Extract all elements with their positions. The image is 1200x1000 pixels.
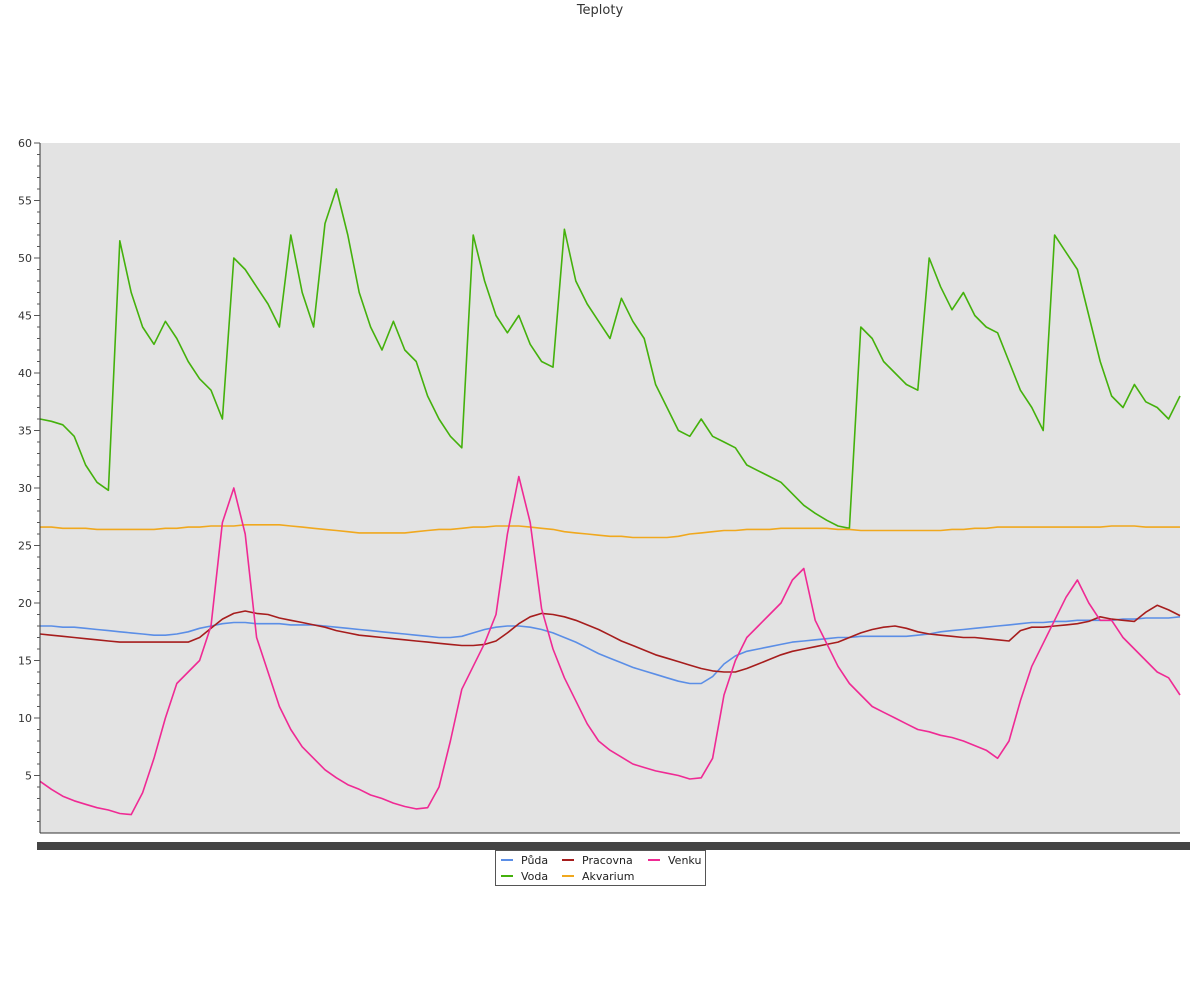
y-tick-label: 40 — [18, 367, 32, 380]
legend-item: Půda — [501, 854, 548, 868]
y-tick-label: 15 — [18, 655, 32, 668]
chart-title: Teploty — [576, 3, 624, 18]
series-line-3 — [39, 604, 1181, 673]
y-tick-label: 5 — [25, 770, 32, 783]
y-tick-label: 10 — [18, 712, 32, 725]
legend-swatch — [501, 859, 513, 861]
x-tick-label-band — [37, 842, 1190, 850]
legend-swatch — [501, 875, 513, 877]
y-tick-label: 45 — [18, 310, 32, 323]
series-line-5 — [39, 475, 1181, 816]
series-layer — [39, 188, 1181, 816]
legend-label: Půda — [521, 854, 549, 867]
legend-item: Venku — [648, 854, 701, 868]
y-tick-label: 30 — [18, 482, 32, 495]
legend-item: Voda — [501, 870, 548, 884]
legend-label: Venku — [668, 854, 702, 867]
legend-swatch — [562, 859, 574, 861]
legend-label: Akvarium — [582, 870, 635, 883]
axis-layer: 5 10 15 20 25 30 35 40 45 50 55 60 — [18, 137, 1190, 850]
legend-item: Akvarium — [562, 870, 634, 884]
legend-label: Voda — [521, 870, 549, 883]
y-tick-label: 35 — [18, 425, 32, 438]
y-tick-label: 50 — [18, 252, 32, 265]
legend: Půda Pracovna Venku Voda Akvarium — [495, 850, 706, 886]
legend-swatch — [648, 859, 660, 861]
series-line-4 — [40, 523, 1180, 539]
series-line-2 — [39, 188, 1181, 530]
series-line-1 — [40, 616, 1181, 685]
y-tick-label: 60 — [18, 137, 32, 150]
legend-label: Pracovna — [582, 854, 633, 867]
y-tick-label: 25 — [18, 540, 32, 553]
legend-item: Pracovna — [562, 854, 633, 868]
plot-area — [40, 143, 1180, 833]
legend-swatch — [562, 875, 574, 877]
y-tick-label: 55 — [18, 195, 32, 208]
y-tick-label: 20 — [18, 597, 32, 610]
